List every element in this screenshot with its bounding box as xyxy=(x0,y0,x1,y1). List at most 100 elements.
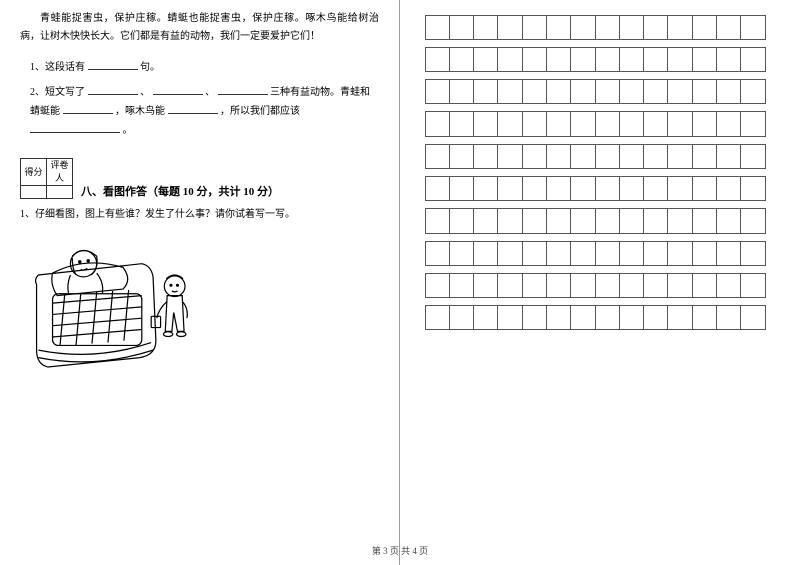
writing-cell[interactable] xyxy=(546,273,571,298)
writing-cell[interactable] xyxy=(425,273,450,298)
q2-blank-4[interactable] xyxy=(63,102,113,114)
writing-cell[interactable] xyxy=(692,241,717,266)
writing-cell[interactable] xyxy=(473,176,498,201)
writing-cell[interactable] xyxy=(497,241,522,266)
writing-cell[interactable] xyxy=(522,241,547,266)
writing-cell[interactable] xyxy=(473,273,498,298)
writing-cell[interactable] xyxy=(497,208,522,233)
writing-cell[interactable] xyxy=(667,111,692,136)
writing-cell[interactable] xyxy=(449,305,474,330)
writing-cell[interactable] xyxy=(546,144,571,169)
writing-cell[interactable] xyxy=(692,47,717,72)
writing-cell[interactable] xyxy=(595,305,620,330)
score-cell-2[interactable] xyxy=(47,186,73,199)
writing-cell[interactable] xyxy=(473,47,498,72)
writing-cell[interactable] xyxy=(449,79,474,104)
writing-cell[interactable] xyxy=(570,111,595,136)
writing-cell[interactable] xyxy=(425,144,450,169)
writing-cell[interactable] xyxy=(522,208,547,233)
writing-cell[interactable] xyxy=(619,273,644,298)
writing-cell[interactable] xyxy=(425,208,450,233)
writing-cell[interactable] xyxy=(692,111,717,136)
writing-cell[interactable] xyxy=(740,241,765,266)
writing-cell[interactable] xyxy=(716,273,741,298)
writing-cell[interactable] xyxy=(716,241,741,266)
q2-blank-5[interactable] xyxy=(168,102,218,114)
writing-cell[interactable] xyxy=(643,241,668,266)
writing-cell[interactable] xyxy=(473,79,498,104)
writing-cell[interactable] xyxy=(595,273,620,298)
writing-cell[interactable] xyxy=(449,241,474,266)
writing-cell[interactable] xyxy=(449,273,474,298)
writing-cell[interactable] xyxy=(546,305,571,330)
writing-cell[interactable] xyxy=(449,176,474,201)
writing-cell[interactable] xyxy=(546,79,571,104)
writing-cell[interactable] xyxy=(497,111,522,136)
writing-cell[interactable] xyxy=(546,15,571,40)
writing-cell[interactable] xyxy=(522,144,547,169)
writing-cell[interactable] xyxy=(740,47,765,72)
writing-cell[interactable] xyxy=(667,305,692,330)
writing-cell[interactable] xyxy=(546,47,571,72)
writing-cell[interactable] xyxy=(522,47,547,72)
writing-cell[interactable] xyxy=(619,241,644,266)
writing-cell[interactable] xyxy=(522,79,547,104)
writing-cell[interactable] xyxy=(740,176,765,201)
writing-cell[interactable] xyxy=(716,111,741,136)
writing-cell[interactable] xyxy=(473,305,498,330)
writing-cell[interactable] xyxy=(595,47,620,72)
writing-cell[interactable] xyxy=(522,273,547,298)
writing-cell[interactable] xyxy=(425,305,450,330)
writing-cell[interactable] xyxy=(546,208,571,233)
writing-cell[interactable] xyxy=(643,111,668,136)
writing-cell[interactable] xyxy=(522,15,547,40)
writing-cell[interactable] xyxy=(619,15,644,40)
writing-cell[interactable] xyxy=(667,176,692,201)
writing-cell[interactable] xyxy=(449,111,474,136)
writing-cell[interactable] xyxy=(425,111,450,136)
writing-cell[interactable] xyxy=(570,305,595,330)
writing-cell[interactable] xyxy=(425,241,450,266)
writing-cell[interactable] xyxy=(595,241,620,266)
writing-cell[interactable] xyxy=(667,144,692,169)
writing-cell[interactable] xyxy=(643,208,668,233)
writing-cell[interactable] xyxy=(643,305,668,330)
writing-cell[interactable] xyxy=(667,15,692,40)
writing-cell[interactable] xyxy=(473,15,498,40)
writing-cell[interactable] xyxy=(619,79,644,104)
writing-cell[interactable] xyxy=(570,79,595,104)
writing-cell[interactable] xyxy=(740,208,765,233)
writing-cell[interactable] xyxy=(497,144,522,169)
writing-cell[interactable] xyxy=(595,176,620,201)
writing-cell[interactable] xyxy=(449,47,474,72)
q2-blank-1[interactable] xyxy=(88,83,138,95)
writing-cell[interactable] xyxy=(692,15,717,40)
writing-cell[interactable] xyxy=(546,176,571,201)
writing-cell[interactable] xyxy=(619,144,644,169)
writing-cell[interactable] xyxy=(692,208,717,233)
writing-cell[interactable] xyxy=(473,144,498,169)
writing-cell[interactable] xyxy=(595,111,620,136)
writing-cell[interactable] xyxy=(643,273,668,298)
writing-cell[interactable] xyxy=(740,15,765,40)
writing-cell[interactable] xyxy=(643,144,668,169)
writing-cell[interactable] xyxy=(595,144,620,169)
writing-cell[interactable] xyxy=(692,79,717,104)
writing-cell[interactable] xyxy=(570,15,595,40)
writing-cell[interactable] xyxy=(716,144,741,169)
writing-cell[interactable] xyxy=(497,305,522,330)
writing-cell[interactable] xyxy=(692,273,717,298)
writing-cell[interactable] xyxy=(497,15,522,40)
writing-cell[interactable] xyxy=(570,273,595,298)
writing-cell[interactable] xyxy=(595,15,620,40)
q1-blank[interactable] xyxy=(88,58,138,70)
writing-cell[interactable] xyxy=(449,144,474,169)
writing-cell[interactable] xyxy=(692,305,717,330)
writing-grid[interactable] xyxy=(425,15,765,330)
writing-cell[interactable] xyxy=(740,305,765,330)
writing-cell[interactable] xyxy=(497,176,522,201)
writing-cell[interactable] xyxy=(595,208,620,233)
writing-cell[interactable] xyxy=(497,273,522,298)
writing-cell[interactable] xyxy=(716,305,741,330)
writing-cell[interactable] xyxy=(716,208,741,233)
